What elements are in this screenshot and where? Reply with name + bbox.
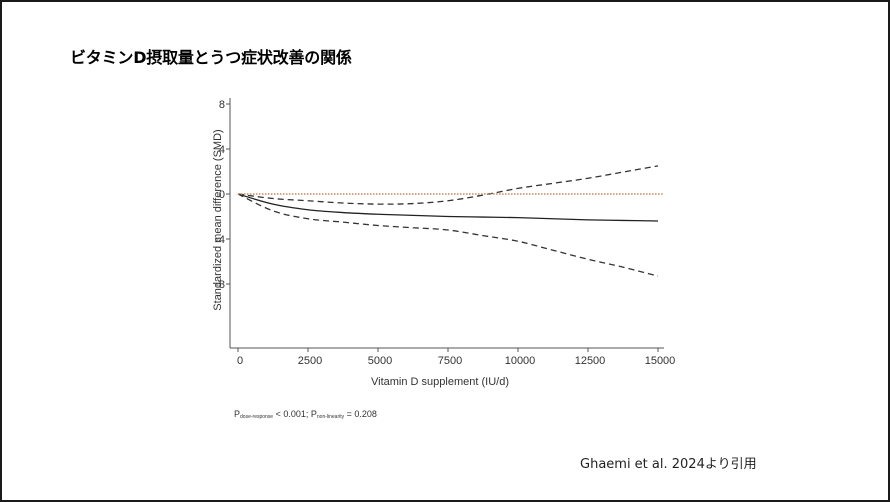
p1-label: P	[234, 409, 241, 419]
y-tick-label: -8	[215, 279, 225, 291]
p2-label: P	[310, 409, 317, 419]
confidence-interval-line	[237, 193, 659, 277]
y-tick-label: 8	[218, 99, 225, 111]
p1-value: < 0.001;	[273, 409, 311, 419]
p-value-note: Pdose-response < 0.001; Pnon-linearity =…	[234, 409, 377, 420]
chart-axes	[226, 98, 664, 352]
slide-title: ビタミンD摂取量とうつ症状改善の関係	[70, 48, 352, 67]
p2-subscript: non-linearity	[316, 414, 345, 420]
y-tick-label: -4	[215, 234, 225, 246]
y-tick-label: 4	[218, 144, 225, 156]
chart-lines	[237, 165, 664, 277]
x-tick-label: 2500	[297, 355, 323, 367]
y-axis-label: Standardized mean difference (SMD)	[212, 129, 224, 311]
x-tick-label: 12500	[574, 355, 606, 367]
x-axis-label: Vitamin D supplement (IU/d)	[371, 376, 509, 388]
y-tick-label: 0	[218, 189, 225, 201]
x-tick-label: 10000	[504, 355, 536, 367]
p2-value: = 0.208	[344, 409, 377, 419]
x-tick-label: 5000	[367, 355, 393, 367]
x-tick-label: 7500	[437, 355, 463, 367]
smd-estimate-line	[237, 193, 659, 222]
x-tick-label: 0	[236, 355, 244, 367]
confidence-interval-line	[237, 165, 659, 205]
x-tick-label: 15000	[644, 355, 676, 367]
citation: Ghaemi et al. 2024より引用	[580, 457, 757, 472]
p1-subscript: dose-response	[240, 414, 274, 420]
